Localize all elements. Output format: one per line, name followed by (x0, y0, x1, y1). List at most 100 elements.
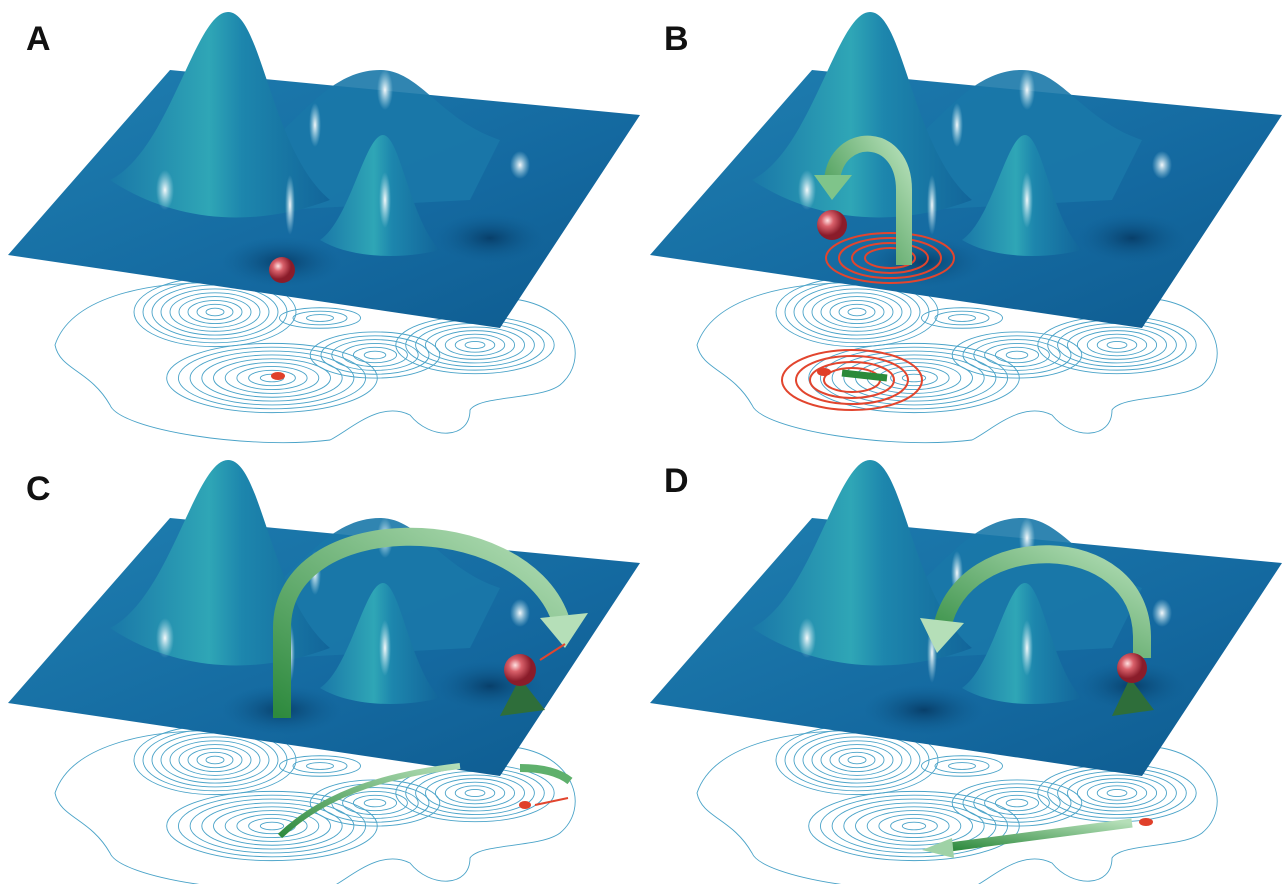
arrow (942, 823, 1132, 848)
contour (426, 327, 525, 363)
contour (891, 818, 938, 833)
contour (949, 763, 976, 770)
highlight (377, 70, 393, 110)
contour (197, 752, 233, 767)
highlight (1152, 151, 1172, 179)
contour (1038, 764, 1196, 821)
arrow (842, 373, 887, 378)
highlight (379, 620, 391, 676)
contour (202, 803, 342, 849)
panel (650, 12, 1282, 443)
marker (271, 372, 285, 380)
contour (465, 789, 485, 796)
contour (353, 347, 396, 362)
contour (935, 311, 989, 325)
panel (650, 460, 1282, 884)
contour (856, 807, 973, 845)
contour (812, 293, 902, 331)
contour (803, 737, 911, 783)
contour (963, 784, 1071, 822)
contour (1006, 799, 1028, 807)
contour (307, 763, 334, 770)
contour (396, 316, 554, 373)
highlight (309, 103, 321, 147)
figure: A B C D (0, 0, 1284, 884)
contour (1097, 338, 1137, 352)
contour (812, 741, 902, 779)
ball (1117, 653, 1147, 683)
contour (809, 791, 1020, 860)
contour (1038, 316, 1196, 373)
contour (1107, 789, 1127, 796)
contour (426, 775, 525, 811)
contour (170, 741, 260, 779)
marker (1139, 818, 1153, 826)
contour (179, 297, 251, 328)
contour (803, 289, 911, 335)
ball (817, 210, 847, 240)
highlight (510, 599, 530, 627)
contour (902, 822, 925, 830)
ball (269, 257, 295, 283)
contour (455, 786, 495, 800)
well (864, 685, 984, 735)
contour (170, 293, 260, 331)
panel-label: C (26, 470, 51, 508)
highlight (156, 170, 174, 210)
contour (260, 822, 283, 830)
panel-label: B (664, 20, 689, 58)
contour (435, 779, 514, 808)
contour (332, 340, 418, 371)
well (1077, 213, 1187, 263)
contour (1107, 341, 1127, 348)
contour (1077, 779, 1156, 808)
highlight (285, 175, 295, 235)
contour (179, 745, 251, 776)
panel-label: D (664, 462, 689, 500)
highlight (1152, 599, 1172, 627)
contour (161, 289, 269, 335)
well (435, 213, 545, 263)
marker (817, 368, 831, 376)
contour (848, 756, 866, 764)
contour (455, 338, 495, 352)
contour (867, 811, 961, 842)
highlight (1019, 70, 1035, 110)
contour (995, 347, 1038, 362)
contour (178, 795, 365, 857)
contour (161, 737, 269, 783)
contour (206, 756, 224, 764)
highlight (1021, 172, 1033, 228)
contour (809, 343, 1020, 412)
contour (891, 370, 938, 385)
contour (321, 336, 429, 374)
highlight (1021, 620, 1033, 676)
contour (839, 304, 875, 319)
contour (364, 351, 386, 359)
highlight (379, 172, 391, 228)
highlight (156, 618, 174, 658)
contour (465, 341, 485, 348)
contour (197, 304, 233, 319)
panel-label: A (26, 20, 51, 58)
contour (206, 308, 224, 316)
contour (353, 795, 396, 810)
contour (974, 340, 1060, 371)
contour (821, 297, 893, 328)
highlight (510, 151, 530, 179)
contour (839, 752, 875, 767)
contour (1006, 351, 1028, 359)
contour (167, 791, 378, 860)
contour (293, 311, 347, 325)
marker (519, 801, 531, 809)
contour (935, 759, 989, 773)
contour (307, 315, 334, 322)
contour (1068, 775, 1167, 811)
panel (8, 12, 640, 443)
contour (848, 308, 866, 316)
contour (293, 759, 347, 773)
contour (364, 799, 386, 807)
highlight (798, 618, 816, 658)
contour (963, 336, 1071, 374)
highlight (951, 103, 963, 147)
